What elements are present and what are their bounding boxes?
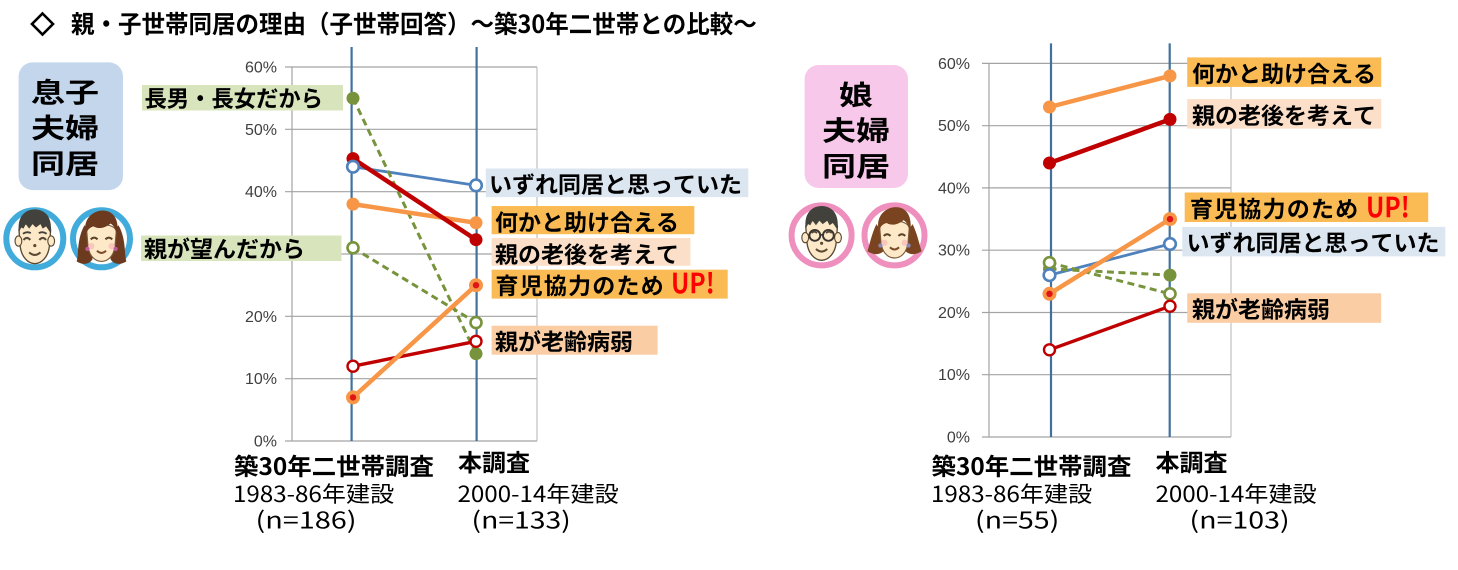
svg-text:50%: 50% — [245, 122, 277, 139]
svg-text:20%: 20% — [245, 309, 277, 326]
svg-text:0%: 0% — [947, 430, 970, 447]
svg-text:40%: 40% — [245, 184, 277, 201]
svg-text:10%: 10% — [938, 367, 970, 384]
svg-text:20%: 20% — [938, 305, 970, 322]
svg-text:60%: 60% — [938, 56, 970, 73]
svg-text:60%: 60% — [245, 60, 277, 77]
svg-text:0%: 0% — [254, 434, 277, 451]
svg-text:30%: 30% — [938, 243, 970, 260]
svg-text:40%: 40% — [938, 180, 970, 197]
svg-text:50%: 50% — [938, 118, 970, 135]
svg-text:10%: 10% — [245, 371, 277, 388]
